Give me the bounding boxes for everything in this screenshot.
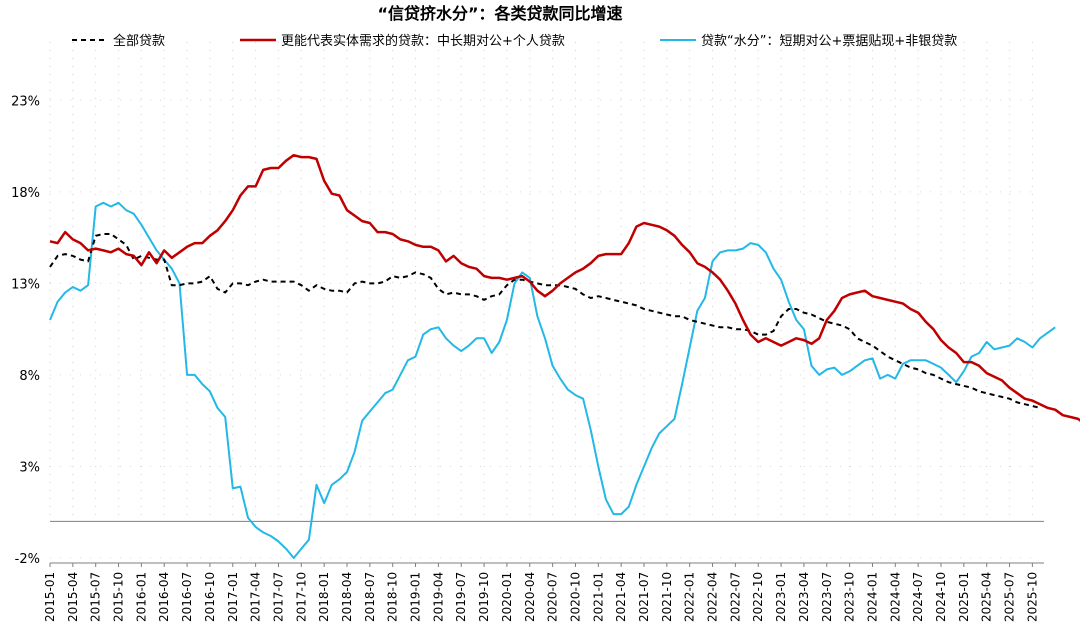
x-tick-label: 2025-04 (980, 572, 994, 622)
x-tick-label: 2015-10 (112, 572, 126, 622)
x-tick-label: 2023-07 (820, 572, 834, 622)
x-tick-label: 2018-10 (386, 572, 400, 622)
legend: 全部贷款 更能代表实体需求的贷款：中长期对公+个人贷款 贷款“水分”：短期对公+… (72, 33, 957, 49)
x-tick-label: 2019-01 (409, 572, 423, 622)
x-tick-label: 2018-07 (363, 572, 377, 622)
y-tick-label: 3% (19, 460, 40, 475)
x-tick-label: 2023-04 (797, 572, 811, 622)
series-lines (49, 153, 1080, 559)
x-tick-label: 2020-10 (568, 572, 582, 622)
x-tick-label: 2022-01 (683, 572, 697, 622)
x-tick-label: 2018-01 (317, 572, 331, 622)
y-tick-label: 18% (11, 186, 40, 201)
x-tick-label: 2022-04 (706, 572, 720, 622)
x-tick-label: 2017-04 (249, 572, 263, 622)
x-tick-label: 2023-10 (843, 572, 857, 622)
x-tick-label: 2017-01 (226, 572, 240, 622)
x-axis: 2015-01 2015-04 2015-07 2015-10 2016-01 2016-… (43, 562, 1044, 622)
chart-title: “信贷挤水分”：各类贷款同比增速 (377, 4, 622, 23)
x-tick-label: 2021-04 (614, 572, 628, 622)
series-line-water-loans (49, 201, 1056, 559)
x-tick-label: 2020-04 (523, 572, 537, 622)
x-tick-label: 2015-04 (66, 572, 80, 622)
x-tick-label: 2020-07 (546, 572, 560, 622)
y-axis: -2% 3% 8% 13% 18% 23% (11, 94, 40, 567)
x-tick-label: 2022-10 (751, 572, 765, 622)
legend-label-real-demand-loans: 更能代表实体需求的贷款：中长期对公+个人贷款 (281, 33, 565, 49)
y-tick-label: 23% (11, 94, 40, 109)
x-tick-label: 2017-10 (294, 572, 308, 622)
x-tick-label: 2016-10 (203, 572, 217, 622)
x-tick-label: 2025-01 (957, 572, 971, 622)
x-tick-label: 2021-01 (591, 572, 605, 622)
x-tick-label: 2015-07 (89, 572, 103, 622)
x-tick-label: 2020-01 (500, 572, 514, 622)
x-tick-label: 2015-01 (43, 572, 57, 622)
y-tick-label: 13% (11, 277, 40, 292)
series-line-all-loans (49, 233, 1041, 409)
x-tick-label: 2023-01 (774, 572, 788, 622)
series-line-real-demand-loans (49, 153, 1080, 422)
x-tick-label: 2024-07 (911, 572, 925, 622)
x-tick-label: 2016-01 (134, 572, 148, 622)
x-tick-label: 2021-07 (637, 572, 651, 622)
x-tick-label: 2025-07 (1003, 572, 1017, 622)
x-tick-label: 2025-10 (1025, 572, 1039, 622)
legend-label-water-loans: 贷款“水分”：短期对公+票据贴现+非银贷款 (701, 34, 957, 49)
x-tick-label: 2016-07 (180, 572, 194, 622)
x-tick-label: 2019-04 (431, 572, 445, 622)
x-tick-label: 2024-10 (934, 572, 948, 622)
x-tick-label: 2024-04 (888, 572, 902, 622)
x-tick-label: 2019-07 (454, 572, 468, 622)
y-tick-label: -2% (15, 552, 40, 567)
x-tick-label: 2017-07 (271, 572, 285, 622)
legend-label-all-loans: 全部贷款 (113, 33, 165, 49)
x-tick-label: 2016-04 (157, 572, 171, 622)
x-tick-label: 2022-07 (728, 572, 742, 622)
x-tick-label: 2019-10 (477, 572, 491, 622)
x-tick-label: 2021-10 (660, 572, 674, 622)
x-tick-label: 2024-01 (865, 572, 879, 622)
x-tick-label: 2018-04 (340, 572, 354, 622)
y-tick-label: 8% (19, 369, 40, 384)
